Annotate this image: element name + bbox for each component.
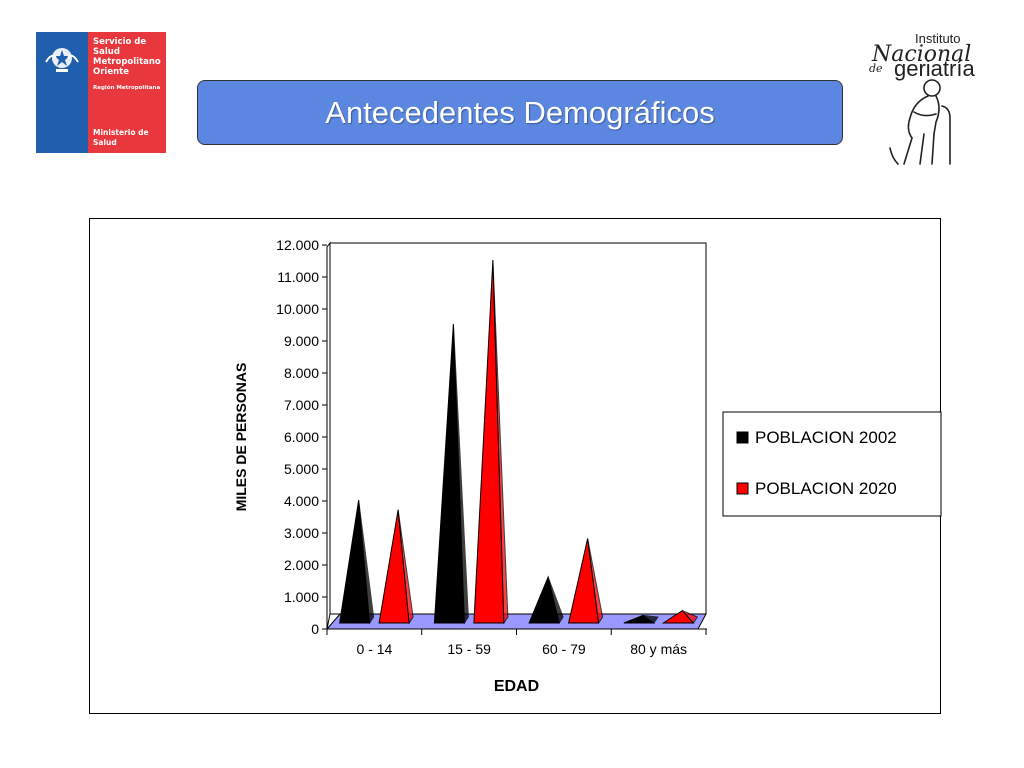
- logo-line-nacional: Nacional: [872, 42, 972, 67]
- chile-crest-icon: [45, 48, 79, 72]
- bar-side: [452, 324, 469, 625]
- logo-line-de: de: [869, 62, 883, 75]
- x-tick-label: 80 y más: [630, 641, 687, 657]
- legend-label: POBLACION 2002: [755, 428, 897, 447]
- y-tick-label: 6.000: [284, 429, 319, 445]
- bar-side: [587, 538, 604, 625]
- logo-ministry-text: Ministerio de Salud: [93, 128, 149, 147]
- y-tick-label: 4.000: [284, 493, 319, 509]
- page-title: Antecedentes Demográficos: [325, 94, 715, 130]
- bar-side: [681, 610, 699, 624]
- y-tick-label: 1.000: [284, 589, 319, 605]
- legend-box: [722, 411, 942, 517]
- x-tick-label: 0 - 14: [356, 641, 392, 657]
- logo-region-text: Región Metropolitana: [93, 85, 161, 91]
- logo-servicio-salud: Servicio de Salud Metropolitano Oriente …: [36, 32, 166, 153]
- y-tick-label: 8.000: [284, 365, 319, 381]
- y-tick-label: 11.000: [277, 269, 319, 285]
- y-tick-label: 7.000: [284, 397, 319, 413]
- logo-instituto-geriatria: Instituto Nacional de geriatría: [864, 28, 994, 168]
- x-tick-label: 15 - 59: [447, 641, 491, 657]
- logo-service-text: Servicio de Salud Metropolitano Oriente: [93, 37, 161, 77]
- logo-blue-panel: [36, 32, 88, 153]
- logo-line-instituto: Instituto: [915, 31, 961, 46]
- x-tick-label: 60 - 79: [542, 641, 586, 657]
- chart-container: 0 1.000 2.000 3.000 4.000 5.000 6.000 7.000 8.00…: [89, 218, 942, 714]
- chart-back-wall: [329, 242, 707, 615]
- logo-line-geriatria: geriatría: [894, 56, 975, 81]
- y-tick-label: 0: [311, 621, 319, 637]
- bar-side: [358, 500, 375, 625]
- y-tick-label: 12.000: [276, 237, 319, 253]
- y-tick-label: 2.000: [284, 557, 319, 573]
- title-banner: Antecedentes Demográficos: [197, 80, 843, 145]
- elderly-with-cane-icon: [889, 79, 951, 165]
- y-tick-label: 10.000: [276, 301, 319, 317]
- bar-side: [642, 614, 659, 624]
- y-tick-label: 3.000: [284, 525, 319, 541]
- x-axis-title: EDAD: [494, 678, 539, 695]
- population-chart: 0 1.000 2.000 3.000 4.000 5.000 6.000 7.000 8.00…: [233, 237, 942, 695]
- legend-swatch: [736, 482, 749, 495]
- bar-side: [547, 576, 564, 625]
- bar-side: [492, 260, 509, 625]
- y-tick-label: 5.000: [284, 461, 319, 477]
- legend-label: POBLACION 2020: [755, 479, 897, 498]
- legend-swatch: [736, 431, 749, 444]
- bar-side: [397, 509, 414, 625]
- logo-red-panel: [88, 32, 166, 153]
- y-tick-label: 9.000: [284, 333, 319, 349]
- y-axis-title: MILES DE PERSONAS: [233, 363, 249, 512]
